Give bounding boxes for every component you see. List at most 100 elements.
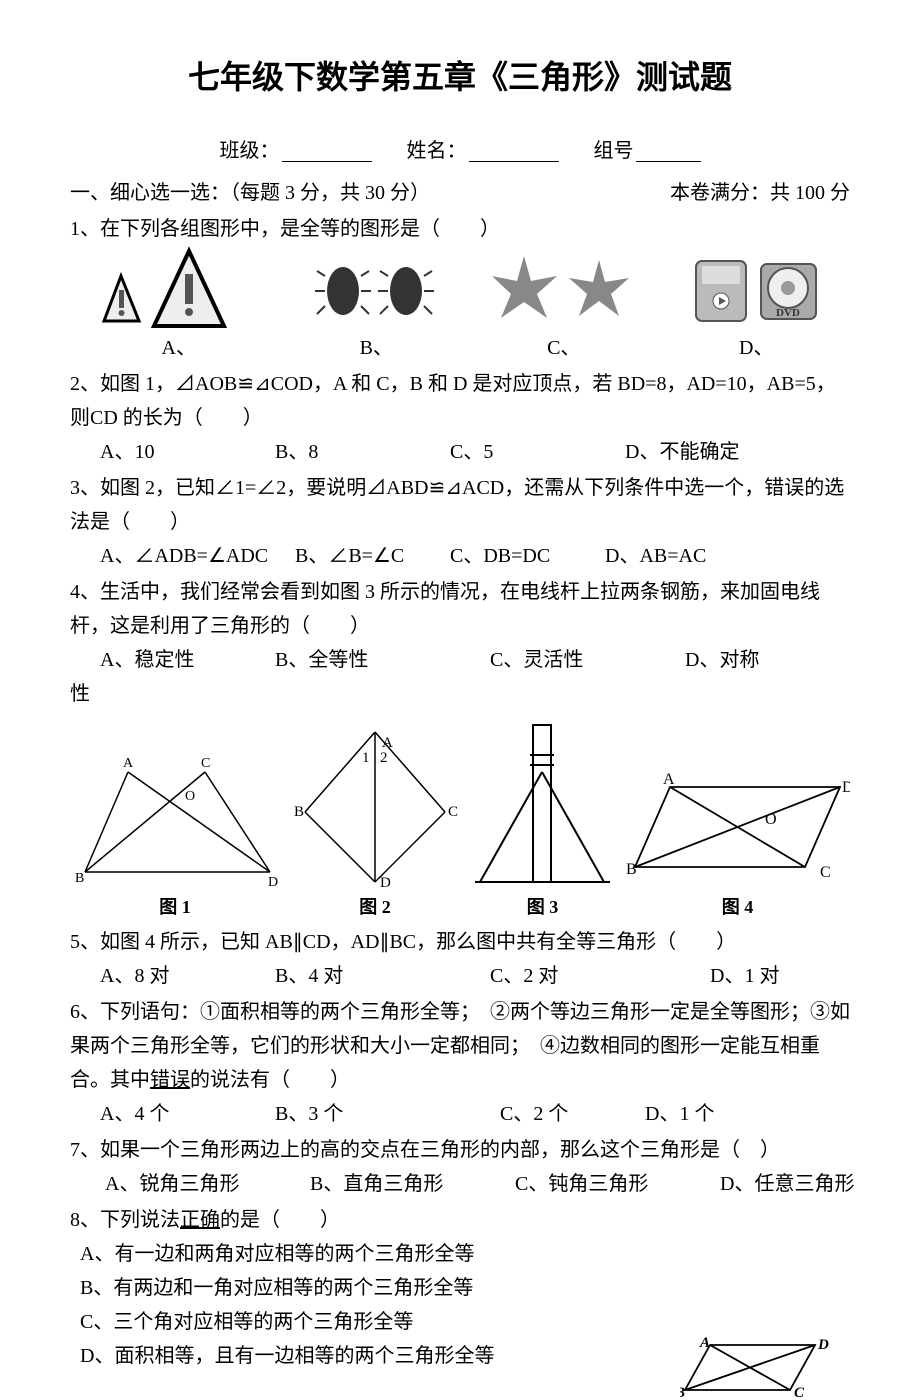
q6-b: B、3 个 (275, 1097, 500, 1131)
question-2: 2、如图 1，⊿AOB≌⊿COD，A 和 C，B 和 D 是对应顶点，若 BD=… (70, 367, 850, 469)
fig2-caption: 图 2 (290, 892, 460, 923)
q1-label-a: A、 (94, 331, 264, 365)
svg-text:D: D (842, 779, 850, 796)
q8-c: C、三个角对应相等的两个三角形全等 (80, 1305, 850, 1339)
q7-a: A、锐角三角形 (105, 1167, 280, 1201)
question-1: 1、在下列各组图形中，是全等的图形是（ ） A、 (70, 212, 850, 365)
q1-opt-d: DVD D、 (686, 246, 826, 365)
section-title: 一、细心选一选：（每题 3 分，共 30 分） (70, 176, 430, 210)
q2-choices: A、10 B、8 C、5 D、不能确定 (70, 435, 850, 469)
q1-opt-c: C、 (489, 246, 639, 365)
q6-c: C、2 个 (500, 1097, 645, 1131)
svg-text:B: B (626, 861, 637, 878)
svg-text:A: A (123, 756, 134, 771)
full-mark: 本卷满分：共 100 分 (670, 176, 850, 210)
q3-b: B、∠B=∠C (295, 539, 450, 573)
q1-label-b: B、 (311, 331, 441, 365)
q6-choices: A、4 个 B、3 个 C、2 个 D、1 个 (70, 1097, 850, 1131)
svg-text:1: 1 (362, 750, 370, 766)
q8-text: 8、下列说法正确的是（ ） (70, 1203, 850, 1237)
q5-b: B、4 对 (275, 959, 490, 993)
q5-d: D、1 对 (710, 959, 885, 993)
q6-underline: 错误 (150, 1069, 190, 1091)
question-6: 6、下列语句：①面积相等的两个三角形全等； ②两个等边三角形一定是全等图形；③如… (70, 995, 850, 1131)
q1-label-c: C、 (489, 331, 639, 365)
q2-text: 2、如图 1，⊿AOB≌⊿COD，A 和 C，B 和 D 是对应顶点，若 BD=… (70, 367, 850, 435)
fig3-caption: 图 3 (470, 892, 615, 923)
page-title: 七年级下数学第五章《三角形》测试题 (70, 50, 850, 104)
warning-triangles-icon (94, 246, 264, 331)
q6-text: 6、下列语句：①面积相等的两个三角形全等； ②两个等边三角形一定是全等图形；③如… (70, 995, 850, 1097)
q3-text: 3、如图 2，已知∠1=∠2，要说明⊿ABD≌⊿ACD，还需从下列条件中选一个，… (70, 471, 850, 539)
q4-d: D、对称 (685, 643, 860, 677)
svg-text:A: A (663, 772, 675, 788)
q5-text: 5、如图 4 所示，已知 AB∥CD，AD∥BC，那么图中共有全等三角形（ ） (70, 925, 850, 959)
q1-text: 1、在下列各组图形中，是全等的图形是（ ） (70, 212, 850, 246)
q2-d: D、不能确定 (625, 435, 800, 469)
svg-text:DVD: DVD (776, 307, 800, 319)
q6-d: D、1 个 (645, 1097, 820, 1131)
q6-a: A、4 个 (100, 1097, 275, 1131)
student-info: 班级： 姓名： 组号 (70, 134, 850, 168)
q8-a: A、有一边和两角对应相等的两个三角形全等 (80, 1237, 850, 1271)
beetles-icon (311, 246, 441, 331)
q4-choices: A、稳定性 B、全等性 C、灵活性 D、对称 (70, 643, 850, 677)
q8-underline: 正确 (180, 1209, 220, 1231)
svg-text:B: B (75, 871, 84, 886)
question-8: 8、下列说法正确的是（ ） A、有一边和两角对应相等的两个三角形全等 B、有两边… (70, 1203, 850, 1373)
q8-part2: 的是（ ） (220, 1209, 340, 1231)
class-label: 班级： (220, 140, 280, 162)
figure-3: 图 3 (470, 717, 615, 923)
svg-text:O: O (185, 789, 195, 804)
svg-text:D: D (268, 875, 278, 890)
q5-choices: A、8 对 B、4 对 C、2 对 D、1 对 (70, 959, 850, 993)
q5-c: C、2 对 (490, 959, 710, 993)
q1-label-d: D、 (686, 331, 826, 365)
name-blank[interactable] (469, 144, 559, 162)
q4-b: B、全等性 (275, 643, 490, 677)
svg-text:C: C (201, 756, 210, 771)
q7-d: D、任意三角形 (720, 1167, 895, 1201)
figure-1: A C B D O 图 1 (70, 742, 280, 923)
group-blank[interactable] (636, 144, 701, 162)
q1-options-row: A、 (70, 246, 850, 365)
q3-d: D、AB=AC (605, 539, 800, 573)
svg-text:A: A (699, 1335, 710, 1351)
figures-row: A C B D O 图 1 A B C D 1 (70, 717, 850, 923)
q3-choices: A、∠ADB=∠ADC B、∠B=∠C C、DB=DC D、AB=AC (70, 539, 850, 573)
q5-a: A、8 对 (100, 959, 275, 993)
svg-text:O: O (765, 811, 777, 828)
svg-text:B: B (294, 804, 304, 820)
q7-choices: A、锐角三角形 B、直角三角形 C、钝角三角形 D、任意三角形 (70, 1167, 850, 1201)
q8-part1: 8、下列说法 (70, 1209, 180, 1231)
q4-d-cont: 性 (70, 677, 850, 711)
question-7: 7、如果一个三角形两边上的高的交点在三角形的内部，那么这个三角形是（ ） A、锐… (70, 1133, 850, 1201)
section-1-heading: 一、细心选一选：（每题 3 分，共 30 分） 本卷满分：共 100 分 (70, 176, 850, 210)
question-3: 3、如图 2，已知∠1=∠2，要说明⊿ABD≌⊿ACD，还需从下列条件中选一个，… (70, 471, 850, 573)
q1-opt-a: A、 (94, 246, 264, 365)
svg-text:2: 2 (380, 750, 388, 766)
fig1-caption: 图 1 (70, 892, 280, 923)
name-label: 姓名： (407, 140, 467, 162)
svg-text:B: B (680, 1385, 685, 1400)
figure-4: A D B C O 图 4 (625, 772, 850, 923)
svg-text:C: C (820, 864, 831, 881)
q4-text: 4、生活中，我们经常会看到如图 3 所示的情况，在电线杆上拉两条钢筋，来加固电线… (70, 575, 850, 643)
q3-c: C、DB=DC (450, 539, 605, 573)
q3-a: A、∠ADB=∠ADC (100, 539, 295, 573)
class-blank[interactable] (282, 144, 372, 162)
fig4-caption: 图 4 (625, 892, 850, 923)
q4-a: A、稳定性 (100, 643, 275, 677)
stars-icon (489, 246, 639, 331)
figure-2: A B C D 1 2 图 2 (290, 722, 460, 923)
q8-figure: A D B C (680, 1335, 830, 1400)
q6-part2: 的说法有（ ） (190, 1069, 350, 1091)
media-devices-icon: DVD (686, 246, 826, 331)
q2-b: B、8 (275, 435, 450, 469)
svg-text:A: A (382, 735, 393, 751)
question-5: 5、如图 4 所示，已知 AB∥CD，AD∥BC，那么图中共有全等三角形（ ） … (70, 925, 850, 993)
question-4: 4、生活中，我们经常会看到如图 3 所示的情况，在电线杆上拉两条钢筋，来加固电线… (70, 575, 850, 711)
group-label: 组号 (594, 140, 634, 162)
q2-c: C、5 (450, 435, 625, 469)
q1-opt-b: B、 (311, 246, 441, 365)
